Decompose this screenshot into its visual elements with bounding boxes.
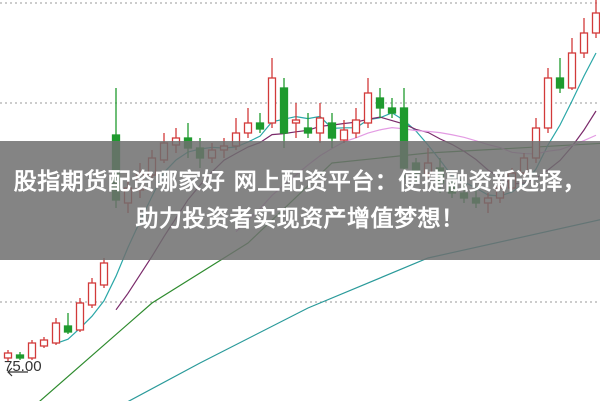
candle-body [591,12,600,34]
candle-body [87,282,97,306]
candle-body [255,122,265,130]
headline-banner: 股指期货配资哪家好 网上配资平台：便捷融资新选择，助力投资者实现资产增值梦想！ [0,141,600,260]
candle-body [315,117,325,134]
candle-body [555,77,565,89]
price-label: 75.00 [4,358,42,375]
candle-body [567,52,577,89]
candle-body [51,322,61,344]
candle-body [27,342,37,359]
candle-body [327,122,337,139]
candle-body [75,302,85,331]
candle-body [279,87,289,134]
candle-body [363,92,373,124]
candle-body [375,97,385,109]
candle-body [243,122,253,134]
candle-body [387,107,397,114]
candle-body [267,77,277,124]
headline-text: 股指期货配资哪家好 网上配资平台：便捷融资新选择，助力投资者实现资产增值梦想！ [13,168,587,232]
candle-body [351,119,361,134]
candle-body [291,119,301,124]
candle-body [543,77,553,129]
candle-body [15,354,25,359]
candle-body [99,262,109,286]
candle-body [339,129,349,141]
candle-body [303,127,313,134]
candle-body [39,339,49,347]
price-arrow-head-icon [7,367,13,377]
candle-body [3,352,13,359]
candle-body [579,32,589,54]
candle-body [63,325,73,333]
